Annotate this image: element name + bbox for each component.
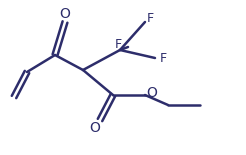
Text: F: F bbox=[115, 38, 122, 51]
Text: F: F bbox=[146, 11, 154, 24]
Text: O: O bbox=[147, 86, 157, 100]
Text: O: O bbox=[90, 121, 100, 135]
Text: F: F bbox=[159, 51, 167, 64]
Text: O: O bbox=[60, 7, 70, 21]
